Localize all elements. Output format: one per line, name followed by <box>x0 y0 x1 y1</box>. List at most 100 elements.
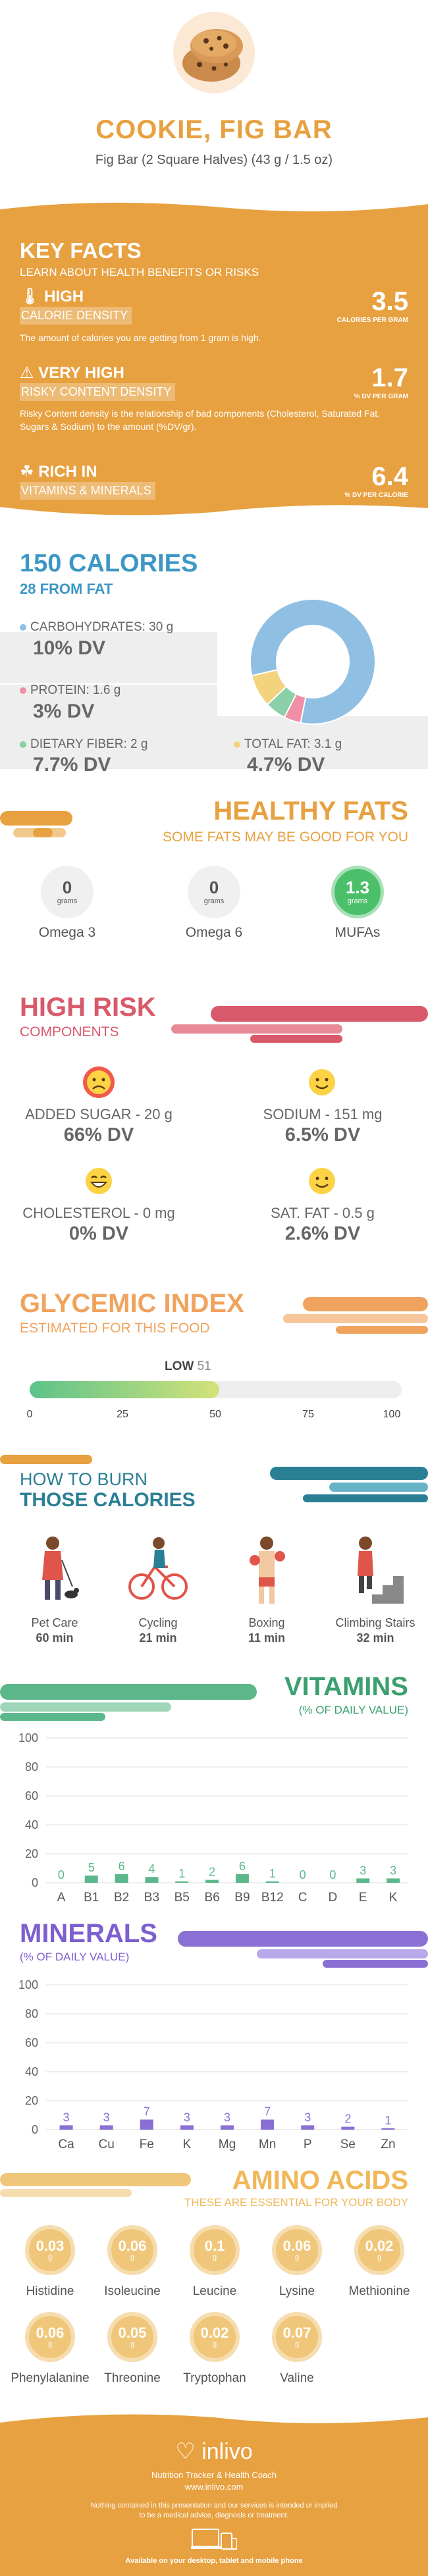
fact-description: The amount of calories you are getting f… <box>20 332 261 343</box>
fact-unit: % DV PER CALORIE <box>344 492 408 499</box>
y-tick-label: 40 <box>25 1818 38 1831</box>
y-tick-label: 60 <box>25 2036 38 2049</box>
bar-B5 <box>175 1881 189 1883</box>
x-tick-label: Mn <box>259 2138 276 2151</box>
gi-tick: 100 <box>383 1409 401 1420</box>
x-tick-label: P <box>304 2138 312 2151</box>
x-tick-label: E <box>359 1891 367 1905</box>
bar-K <box>180 2125 194 2130</box>
gi-track <box>30 1381 402 1398</box>
devices-icon <box>191 2527 238 2556</box>
amino-label: Phenylalanine <box>11 2371 90 2385</box>
carbs-dv: 10% DV <box>33 637 106 659</box>
bar-value-label: 2 <box>209 1866 215 1879</box>
minerals-section: MINERALS (% OF DAILY VALUE) 0 20 40 60 80 100… <box>0 1912 428 2163</box>
thermo-icon: 🌡︎ <box>20 288 40 305</box>
x-tick-label: B6 <box>204 1891 219 1905</box>
vitamins-title: VITAMINS <box>284 1672 408 1701</box>
amino-label: Tryptophan <box>183 2371 246 2385</box>
footer-disclaimer-1: Nothing contained in this presentation a… <box>90 2502 338 2510</box>
fact-description: Risky Content density is the relationshi… <box>20 408 381 432</box>
gi-tick: 50 <box>209 1409 221 1420</box>
x-tick-label: B12 <box>261 1891 284 1905</box>
bar-Zn <box>381 2128 395 2130</box>
x-tick-label: B2 <box>114 1891 129 1905</box>
y-tick-label: 0 <box>32 1876 38 1889</box>
fact-value: 3.5 <box>371 287 408 316</box>
protein-label: PROTEIN: 1.6 g <box>20 683 120 698</box>
stairs-label: Climbing Stairs <box>335 1616 415 1629</box>
gi-tick: 0 <box>26 1409 33 1420</box>
bar-value-label: 3 <box>63 2111 70 2124</box>
bar-value-label: 1 <box>385 2114 391 2127</box>
gi-tick: 75 <box>302 1409 314 1420</box>
vitamins-section: VITAMINS (% OF DAILY VALUE) 0 20 40 60 80 100… <box>0 1666 428 1916</box>
fact-level: RICH IN <box>38 463 97 481</box>
x-tick-label: B5 <box>174 1891 190 1905</box>
y-tick-label: 20 <box>25 1847 38 1860</box>
y-tick-label: 60 <box>25 1789 38 1802</box>
bar-value-label: 3 <box>103 2111 110 2124</box>
omega3-label: Omega 3 <box>38 925 96 940</box>
bar-value-label: 3 <box>184 2111 190 2124</box>
sodium-dv: 6.5% DV <box>284 1124 361 1145</box>
fact-value: 6.4 <box>371 462 408 491</box>
sat-fat-dv: 2.6% DV <box>284 1223 361 1244</box>
bar-value-label: 5 <box>88 1861 95 1874</box>
key-facts-title: KEY FACTS <box>20 238 142 263</box>
amino-section: AMINO ACIDS THESE ARE ESSENTIAL FOR YOUR… <box>0 2159 428 2396</box>
calories-title: 150 CALORIES <box>20 550 198 577</box>
sad-face-icon <box>83 1066 115 1098</box>
footer-tagline: Nutrition Tracker & Health Coach <box>151 2470 277 2480</box>
donut-slice-carbohydrates <box>250 598 376 725</box>
bar-B3 <box>145 1877 159 1883</box>
x-tick-label: Cu <box>99 2138 115 2151</box>
amino-circle: 0.06 g <box>107 2225 157 2275</box>
added-sugar-dv: 66% DV <box>63 1124 134 1145</box>
bar-Fe <box>140 2119 153 2130</box>
fact-unit: % DV PER GRAM <box>354 393 408 400</box>
bar-value-label: 3 <box>304 2111 311 2124</box>
calories-donut-chart <box>250 598 376 725</box>
bar-B1 <box>84 1876 98 1883</box>
x-tick-label: Ca <box>58 2138 74 2151</box>
y-tick-label: 40 <box>25 2065 38 2078</box>
x-tick-label: D <box>329 1891 338 1905</box>
wave-top <box>0 197 428 212</box>
amino-label: Threonine <box>104 2371 161 2385</box>
bar-P <box>301 2125 315 2130</box>
footer-available: Available on your desktop, tablet and mo… <box>125 2557 303 2565</box>
header-section: COOKIE, FIG BAR Fig Bar (2 Square Halves… <box>0 0 428 197</box>
gi-fill-bar <box>30 1381 220 1398</box>
footer-url[interactable]: www.inlivo.com <box>184 2482 244 2492</box>
healthy-fats-section: HEALTHY FATS SOME FATS MAY BE GOOD FOR Y… <box>0 797 428 1001</box>
decor-stripes <box>171 1006 428 1043</box>
x-tick-label: C <box>298 1891 308 1905</box>
fact-name: VITAMINS & MINERALS <box>20 482 155 500</box>
glycemic-title: GLYCEMIC INDEX <box>20 1289 244 1318</box>
x-tick-label: Se <box>340 2138 356 2151</box>
bar-value-label: 7 <box>144 2105 150 2118</box>
happy-face-icon <box>306 1066 338 1098</box>
amino-label: Leucine <box>192 2284 237 2298</box>
burn-title-line1: HOW TO BURN <box>20 1469 148 1489</box>
decor-stripes <box>0 1455 428 1502</box>
page-title: COOKIE, FIG BAR <box>95 115 333 144</box>
boxing-value: 11 min <box>248 1631 286 1644</box>
decor-stripes <box>0 811 72 837</box>
minerals-title: MINERALS <box>20 1919 157 1948</box>
fat-dv: 4.7% DV <box>247 754 325 775</box>
amino-label: Isoleucine <box>104 2284 161 2298</box>
x-tick-label: K <box>183 2138 192 2151</box>
x-tick-label: Zn <box>381 2138 395 2151</box>
fact-level: HIGH <box>44 288 84 305</box>
bar-value-label: 2 <box>344 2113 351 2126</box>
cholesterol-label: CHOLESTEROL - 0 mg <box>22 1205 175 1221</box>
bar-Cu <box>99 2125 113 2130</box>
cholesterol-dv: 0% DV <box>68 1223 129 1244</box>
burn-title-line2: THOSE CALORIES <box>20 1489 196 1511</box>
bar-Ca <box>59 2125 73 2130</box>
bar-Mg <box>221 2125 234 2130</box>
stairs-value: 32 min <box>356 1631 394 1644</box>
